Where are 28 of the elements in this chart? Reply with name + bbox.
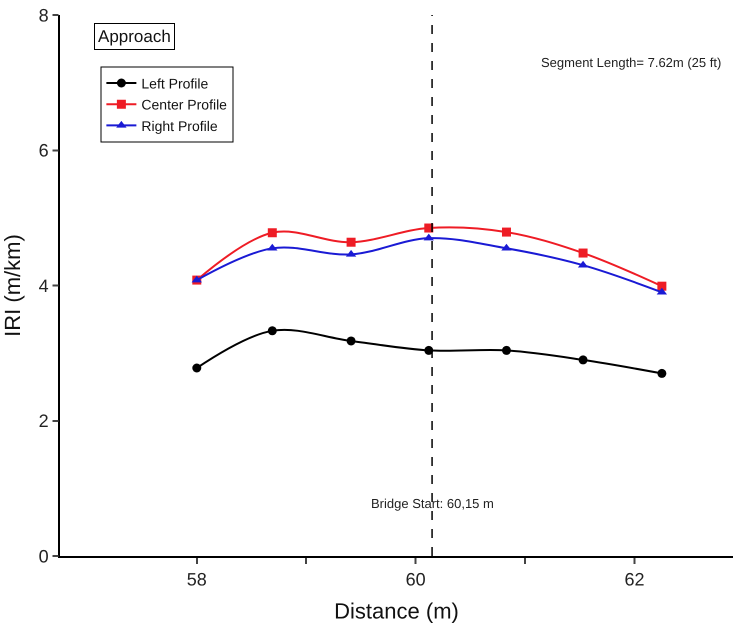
point (578, 248, 588, 258)
ref-line-label: Bridge Start: 60,15 m (371, 496, 494, 511)
point (268, 228, 277, 238)
point (578, 355, 588, 364)
legend-label: Right Profile (141, 118, 218, 134)
x-tick-label: 60 (406, 569, 426, 590)
point (657, 368, 666, 378)
y-axis-title: IRI (m/km) (0, 234, 25, 337)
point (502, 228, 511, 237)
annotation: Approach (98, 27, 171, 46)
y-tick-label: 4 (38, 276, 49, 296)
y-tick-label: 6 (38, 140, 49, 161)
x-tick-label: 62 (624, 569, 645, 590)
annotation: Segment Length= 7.62m (25 ft) (541, 55, 722, 70)
point (502, 346, 511, 355)
y-tick-label: 2 (38, 411, 49, 432)
point (346, 336, 356, 346)
legend-label: Center Profile (141, 96, 228, 113)
point (192, 364, 202, 372)
y-tick-label: 8 (38, 5, 49, 26)
point (267, 244, 278, 251)
point (657, 282, 666, 291)
point (268, 326, 277, 336)
x-axis-title: Distance (m) (334, 598, 459, 624)
point (346, 238, 356, 247)
x-tick-label: 58 (186, 569, 207, 590)
legend-label: Left Profile (141, 75, 209, 92)
y-tick-label: 0 (38, 546, 49, 566)
